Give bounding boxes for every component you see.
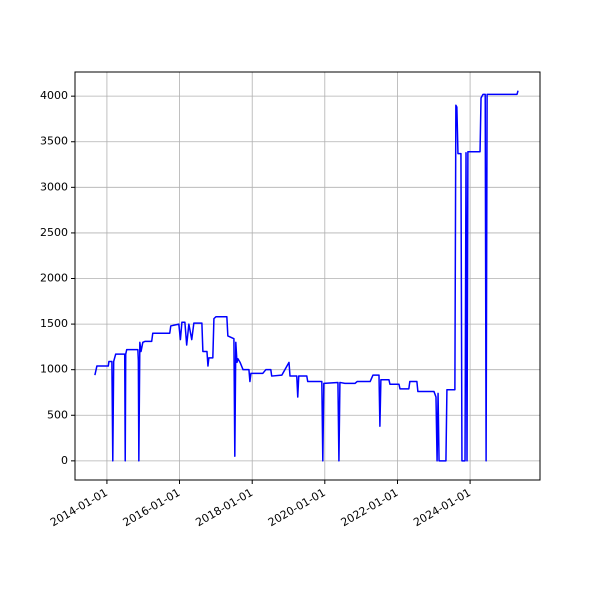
- y-tick-label: 500: [47, 408, 68, 421]
- y-tick-label: 4000: [40, 89, 68, 102]
- y-tick-label: 1000: [40, 363, 68, 376]
- grid: [75, 72, 540, 480]
- y-tick-label: 3000: [40, 180, 68, 193]
- axes-frame: [74, 71, 541, 481]
- line-series: [94, 90, 519, 462]
- plot-area: [94, 90, 519, 462]
- y-tick-label: 2500: [40, 226, 68, 239]
- y-tick-label: 3500: [40, 135, 68, 148]
- y-tick-label: 0: [61, 454, 68, 467]
- y-tick-label: 1500: [40, 317, 68, 330]
- y-tick-label: 2000: [40, 272, 68, 285]
